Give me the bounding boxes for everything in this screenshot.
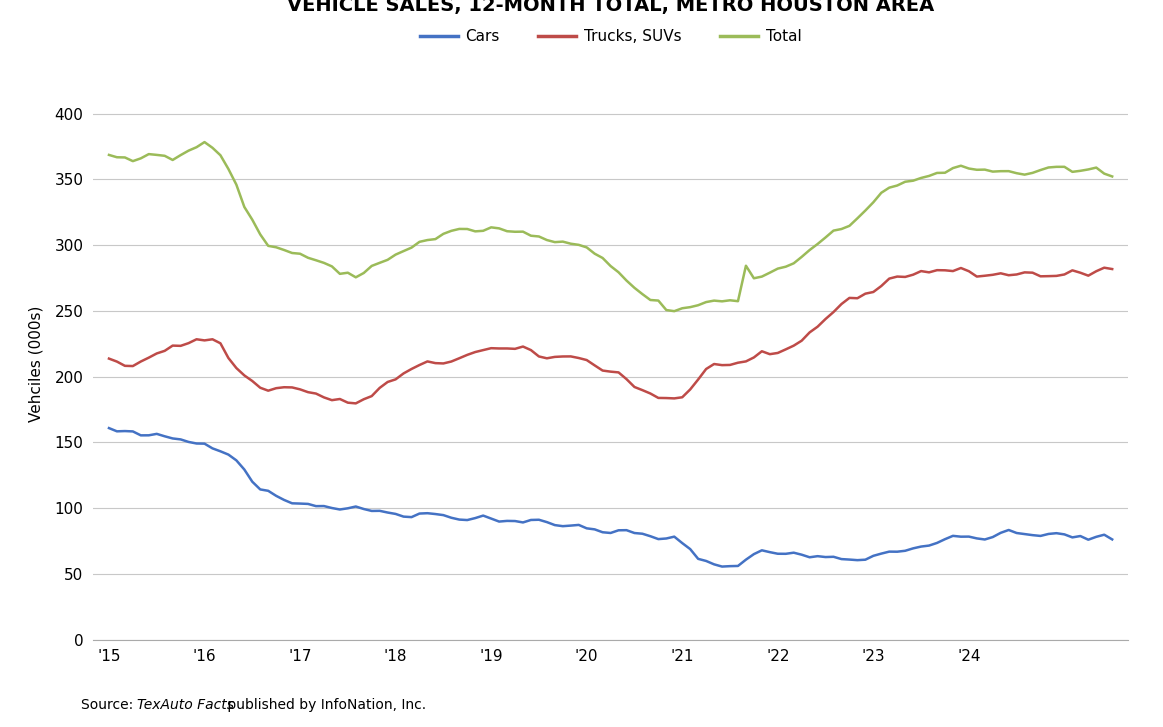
Legend: Cars, Trucks, SUVs, Total: Cars, Trucks, SUVs, Total <box>414 23 807 50</box>
Text: TexAuto Facts: TexAuto Facts <box>137 699 234 712</box>
Text: published by InfoNation, Inc.: published by InfoNation, Inc. <box>223 699 427 712</box>
Text: Source:: Source: <box>81 699 138 712</box>
Title: VEHICLE SALES, 12-MONTH TOTAL, METRO HOUSTON AREA: VEHICLE SALES, 12-MONTH TOTAL, METRO HOU… <box>287 0 934 15</box>
Y-axis label: Vehciles (000s): Vehciles (000s) <box>28 305 43 422</box>
